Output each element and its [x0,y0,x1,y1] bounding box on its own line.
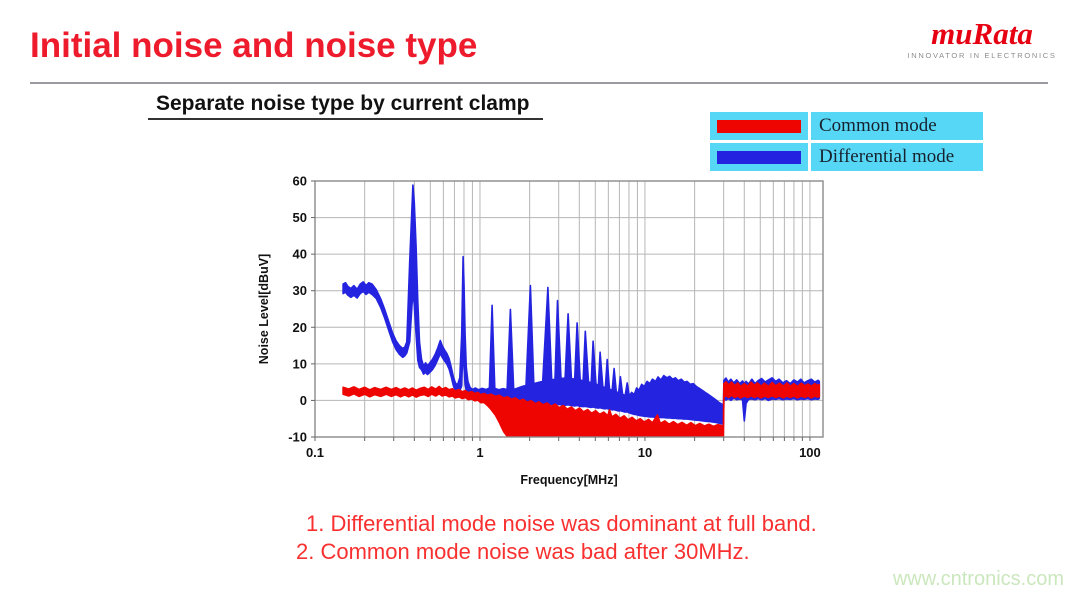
watermark: www.cntronics.com [892,568,1064,590]
note-line-1: 1. Differential mode noise was dominant … [306,511,817,536]
svg-text:40: 40 [293,247,307,262]
legend-label-differential: Differential mode [811,143,983,171]
chart-legend: Common mode Differential mode [710,112,983,174]
svg-text:Noise Level[dBuV]: Noise Level[dBuV] [257,254,271,364]
page-title: Initial noise and noise type [30,26,478,65]
title-divider [30,82,1048,84]
svg-text:1: 1 [476,445,483,460]
legend-swatch-cell [710,112,808,140]
svg-text:-10: -10 [288,430,307,445]
svg-text:0.1: 0.1 [306,445,324,460]
svg-text:60: 60 [293,174,307,189]
murata-logo-tagline: INNOVATOR IN ELECTRONICS [907,51,1057,60]
legend-row-differential: Differential mode [710,143,983,171]
chart-subtitle: Separate noise type by current clamp [148,92,544,120]
svg-text:0: 0 [300,393,307,408]
legend-row-common: Common mode [710,112,983,140]
svg-text:30: 30 [293,283,307,298]
noise-chart: 0.1 1 10 100 -10 0 10 20 30 40 50 60 Noise Level[dBu… [240,160,860,495]
legend-swatch-cell [710,143,808,171]
legend-label-common: Common mode [811,112,983,140]
conclusion-notes: 1. Differential mode noise was dominant … [296,510,817,566]
svg-text:Frequency[MHz]: Frequency[MHz] [520,473,617,487]
svg-text:50: 50 [293,210,307,225]
svg-text:100: 100 [799,445,821,460]
murata-logo: muRata INNOVATOR IN ELECTRONICS [902,16,1062,61]
svg-text:20: 20 [293,320,307,335]
noise-chart-svg: 0.1 1 10 100 -10 0 10 20 30 40 50 60 Noise Level[dBu… [257,174,824,487]
common-mode-color-bar [717,119,801,133]
note-line-2: 2. Common mode noise was bad after 30MHz… [296,539,750,564]
differential-mode-color-bar [717,150,801,164]
svg-text:10: 10 [293,356,307,371]
murata-logo-text: muRata [931,16,1033,51]
svg-text:10: 10 [638,445,652,460]
